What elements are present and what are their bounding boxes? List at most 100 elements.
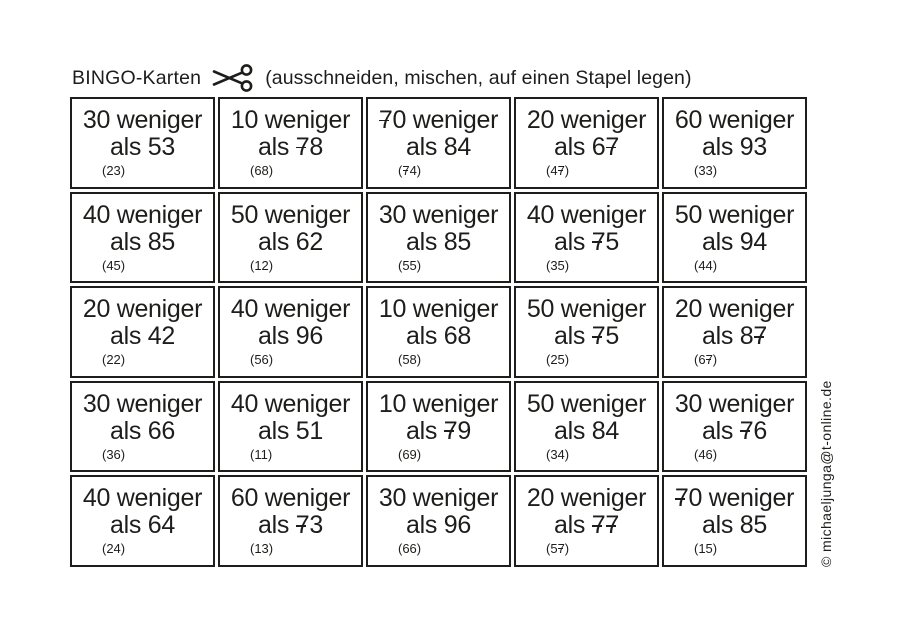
card-task-line1: 40 weniger xyxy=(82,484,203,513)
bingo-card: 10 weniger als 68 (58) xyxy=(366,286,511,378)
card-task-line2: als 84 xyxy=(554,416,619,445)
card-task: 30 weniger als 53 xyxy=(76,107,209,161)
bingo-card: 40 weniger als 64 (24) xyxy=(70,475,215,567)
card-task-line2: als 87 xyxy=(702,322,767,351)
card-task-line1: 40 weniger xyxy=(526,200,647,229)
card-task-line2: als 67 xyxy=(554,133,619,161)
card-task-line2: als 66 xyxy=(110,416,175,445)
crossed-seven-digit: 7 xyxy=(591,511,606,540)
card-answer: (58) xyxy=(398,352,422,368)
crossed-seven-digit: 7 xyxy=(674,484,689,513)
card-task: 70 weniger als 85 xyxy=(668,485,801,539)
card-task: 40 weniger als 51 xyxy=(224,390,357,445)
card-answer: (46) xyxy=(694,446,718,462)
card-task: 70 weniger als 84 xyxy=(372,107,505,161)
crossed-seven-digit: 7 xyxy=(557,541,565,557)
card-task-line2: als 73 xyxy=(258,511,323,540)
card-answer: (35) xyxy=(546,257,570,273)
worksheet-header: BINGO-Karten (ausschneiden, mischen, auf… xyxy=(72,61,692,95)
card-task: 60 weniger als 73 xyxy=(224,485,357,539)
bingo-card: 30 weniger als 85 (55) xyxy=(366,191,511,284)
card-answer: (56) xyxy=(250,352,274,368)
bingo-card: 10 weniger als 78 (68) xyxy=(218,97,363,189)
crossed-seven-digit: 7 xyxy=(605,133,619,161)
bingo-card: 30 weniger als 76 (46) xyxy=(662,380,807,473)
page-title: BINGO-Karten xyxy=(72,66,202,89)
card-task-line1: 20 weniger xyxy=(674,295,795,324)
card-task: 50 weniger als 62 xyxy=(224,201,357,256)
bingo-card: 70 weniger als 84 (74) xyxy=(366,97,511,189)
card-task-line2: als 93 xyxy=(702,133,767,161)
card-task: 10 weniger als 68 xyxy=(372,296,505,350)
card-answer: (67) xyxy=(694,352,718,368)
card-task-line2: als 75 xyxy=(554,322,619,351)
crossed-seven-digit: 7 xyxy=(591,227,606,256)
card-task-line2: als 75 xyxy=(554,227,619,256)
card-task: 20 weniger als 87 xyxy=(668,296,801,350)
card-answer: (47) xyxy=(546,163,570,178)
card-task-line1: 20 weniger xyxy=(82,295,203,324)
bingo-card: 40 weniger als 51 (11) xyxy=(218,380,363,473)
bingo-card: 30 weniger als 96 (66) xyxy=(366,475,511,567)
bingo-card: 60 weniger als 93 (33) xyxy=(662,97,807,189)
card-task: 40 weniger als 85 xyxy=(76,201,209,256)
card-task: 40 weniger als 75 xyxy=(520,200,653,256)
card-task-line2: als 42 xyxy=(110,322,175,351)
card-task: 50 weniger als 75 xyxy=(520,296,653,350)
card-task-line2: als 77 xyxy=(554,511,619,540)
card-answer: (25) xyxy=(546,352,570,368)
card-task: 60 weniger als 93 xyxy=(668,107,801,161)
card-task-line1: 30 weniger xyxy=(82,106,203,134)
card-answer: (74) xyxy=(398,163,422,178)
card-task-line2: als 96 xyxy=(406,511,471,540)
scissors-icon xyxy=(210,63,254,93)
crossed-seven-digit: 7 xyxy=(557,163,565,178)
card-answer: (33) xyxy=(694,163,718,178)
crossed-seven-digit: 7 xyxy=(443,416,458,445)
crossed-seven-digit: 7 xyxy=(295,133,310,161)
card-task-line2: als 64 xyxy=(110,511,175,540)
card-task-line2: als 62 xyxy=(258,227,323,256)
card-task-line1: 40 weniger xyxy=(230,295,351,324)
card-answer: (22) xyxy=(102,352,126,368)
card-task-line1: 50 weniger xyxy=(526,295,647,324)
card-task-line1: 60 weniger xyxy=(674,106,795,134)
card-task-line2: als 85 xyxy=(110,227,175,256)
card-task: 30 weniger als 66 xyxy=(76,389,209,445)
bingo-card: 30 weniger als 53 (23) xyxy=(70,97,215,189)
bingo-card: 40 weniger als 85 (45) xyxy=(70,191,215,284)
bingo-card: 50 weniger als 84 (34) xyxy=(514,380,659,473)
card-task-line1: 50 weniger xyxy=(674,200,795,229)
card-task-line1: 70 weniger xyxy=(674,484,795,513)
card-task-line1: 30 weniger xyxy=(82,389,203,418)
card-answer: (57) xyxy=(546,541,570,557)
bingo-card: 20 weniger als 77 (57) xyxy=(514,475,659,567)
card-answer: (55) xyxy=(398,257,422,273)
card-task: 30 weniger als 96 xyxy=(372,485,505,539)
card-task: 10 weniger als 79 xyxy=(372,390,505,445)
bingo-card: 60 weniger als 73 (13) xyxy=(218,475,363,567)
card-answer: (23) xyxy=(102,163,126,178)
bingo-card: 50 weniger als 94 (44) xyxy=(662,191,807,284)
card-task: 20 weniger als 77 xyxy=(520,485,653,539)
bingo-card: 20 weniger als 42 (22) xyxy=(70,286,215,378)
crossed-seven-digit: 7 xyxy=(605,511,619,540)
card-task-line1: 50 weniger xyxy=(526,389,647,418)
crossed-seven-digit: 7 xyxy=(591,322,606,351)
copyright-note: © michaeljunga@t-online.de xyxy=(818,380,834,567)
header-instructions: (ausschneiden, mischen, auf einen Stapel… xyxy=(265,66,692,89)
bingo-card: 40 weniger als 96 (56) xyxy=(218,286,363,378)
card-task: 40 weniger als 96 xyxy=(224,296,357,350)
card-task-line1: 30 weniger xyxy=(674,389,795,418)
bingo-card: 50 weniger als 62 (12) xyxy=(218,191,363,284)
bingo-card: 50 weniger als 75 (25) xyxy=(514,286,659,378)
card-task: 10 weniger als 78 xyxy=(224,107,357,161)
card-answer: (13) xyxy=(250,541,274,557)
crossed-seven-digit: 7 xyxy=(378,106,393,134)
bingo-card: 20 weniger als 67 (47) xyxy=(514,97,659,189)
card-answer: (34) xyxy=(546,446,570,462)
card-answer: (69) xyxy=(398,446,422,462)
card-task-line1: 10 weniger xyxy=(378,295,499,324)
card-answer: (66) xyxy=(398,541,422,557)
